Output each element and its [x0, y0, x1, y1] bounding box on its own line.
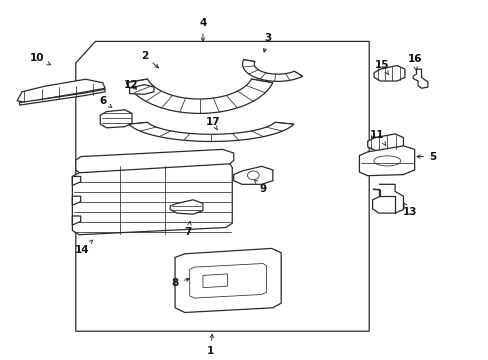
Circle shape [247, 171, 259, 180]
Polygon shape [233, 166, 272, 184]
Polygon shape [373, 66, 404, 81]
Polygon shape [17, 79, 105, 103]
Text: 5: 5 [416, 152, 435, 162]
Text: 7: 7 [184, 221, 192, 237]
Text: 17: 17 [205, 117, 220, 130]
Text: 10: 10 [29, 53, 50, 65]
Polygon shape [359, 146, 414, 176]
Text: 9: 9 [254, 180, 266, 194]
Text: 2: 2 [141, 51, 158, 68]
Polygon shape [175, 248, 281, 312]
Polygon shape [20, 89, 105, 105]
Text: 14: 14 [75, 240, 93, 255]
Polygon shape [412, 69, 427, 88]
Polygon shape [367, 134, 403, 150]
Text: 3: 3 [263, 33, 271, 52]
Polygon shape [170, 200, 203, 214]
Polygon shape [72, 164, 232, 235]
Polygon shape [372, 184, 403, 213]
Polygon shape [100, 110, 132, 128]
Polygon shape [189, 264, 266, 298]
Text: 8: 8 [171, 278, 189, 288]
Polygon shape [72, 216, 81, 225]
Text: 4: 4 [199, 18, 206, 41]
Polygon shape [128, 122, 293, 141]
Polygon shape [76, 149, 233, 174]
Polygon shape [126, 79, 272, 113]
Text: 15: 15 [374, 60, 389, 75]
Polygon shape [72, 176, 81, 185]
Polygon shape [242, 60, 302, 81]
Polygon shape [203, 274, 227, 288]
Text: 1: 1 [206, 334, 213, 356]
Text: 6: 6 [99, 96, 112, 108]
Ellipse shape [373, 156, 400, 166]
Polygon shape [72, 196, 81, 205]
Text: 13: 13 [402, 202, 416, 217]
Text: 11: 11 [369, 130, 385, 145]
Polygon shape [129, 85, 154, 94]
Text: 16: 16 [407, 54, 421, 70]
Text: 12: 12 [123, 80, 138, 90]
